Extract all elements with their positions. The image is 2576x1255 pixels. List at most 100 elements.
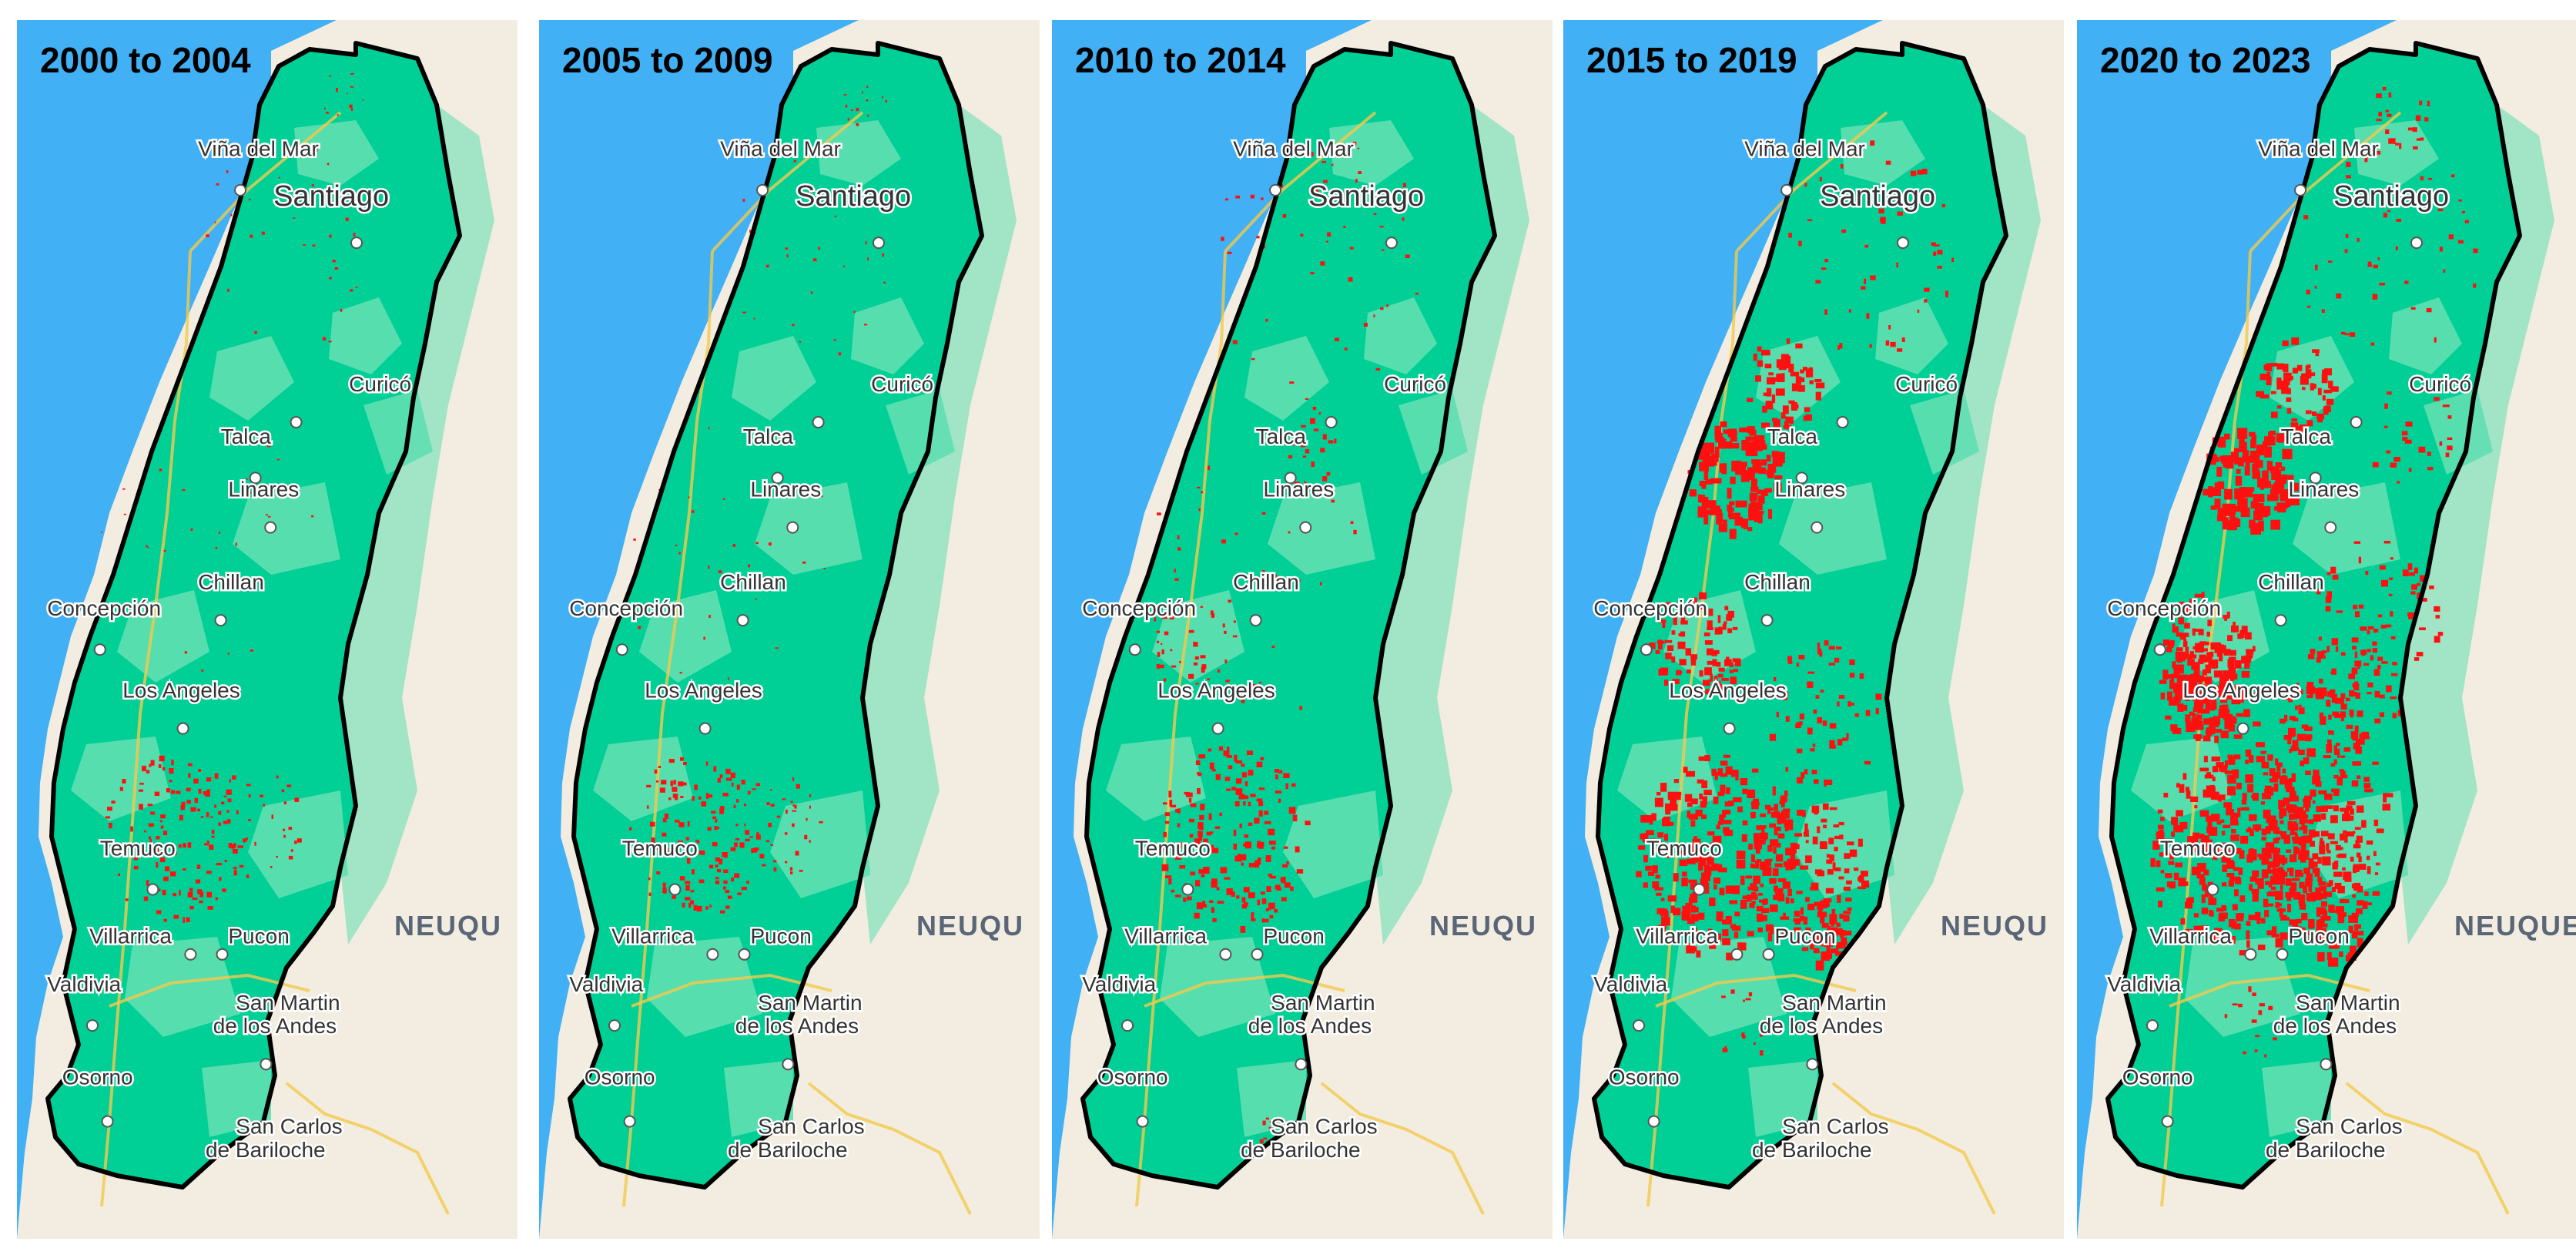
- burned-area: [736, 784, 740, 790]
- burned-area: [746, 881, 749, 884]
- burned-area: [1824, 783, 1827, 787]
- burned-area: [711, 810, 716, 814]
- light-forest-patch: [2262, 1060, 2331, 1137]
- burned-area: [2237, 496, 2246, 507]
- city-marker: [738, 948, 751, 961]
- burned-area: [1810, 887, 1816, 891]
- burned-area: [2263, 364, 2272, 371]
- burned-area: [731, 877, 734, 882]
- burned-area: [1174, 569, 1176, 572]
- burned-area: [2209, 894, 2214, 899]
- burned-area: [730, 772, 735, 779]
- burned-area: [2265, 438, 2271, 446]
- burned-area: [1798, 655, 1805, 659]
- burned-area: [1758, 914, 1763, 922]
- burned-area: [1836, 646, 1842, 649]
- city-label: San Martin: [236, 991, 340, 1015]
- burned-area: [1687, 845, 1695, 854]
- burned-area: [150, 760, 155, 766]
- burned-area: [2363, 777, 2370, 782]
- burned-area: [2352, 733, 2357, 741]
- burned-area: [219, 877, 222, 881]
- burned-area: [1334, 438, 1337, 444]
- burned-area: [2160, 693, 2166, 700]
- burned-area: [1878, 208, 1884, 213]
- burned-area: [1834, 867, 1841, 871]
- burned-area: [715, 864, 719, 867]
- burned-area: [725, 768, 731, 774]
- burned-area: [2158, 824, 2164, 830]
- burned-area: [2407, 612, 2414, 617]
- burned-area: [1675, 792, 1681, 800]
- burned-area: [2318, 881, 2326, 886]
- burned-area: [303, 192, 306, 195]
- burned-area: [1248, 801, 1251, 807]
- burned-area: [1686, 669, 1691, 673]
- burned-area: [2231, 625, 2239, 633]
- burned-area: [1769, 733, 1777, 741]
- burned-area: [276, 775, 279, 779]
- burned-area: [1924, 299, 1928, 303]
- burned-area: [2237, 807, 2241, 817]
- city-label: Los Angeles: [645, 678, 762, 702]
- burned-area: [2282, 341, 2289, 347]
- burned-area: [2249, 831, 2254, 837]
- burned-area: [1170, 804, 1177, 807]
- burned-area: [2330, 386, 2339, 392]
- burned-area: [2238, 1003, 2243, 1008]
- burned-area: [2348, 673, 2356, 680]
- burned-area: [2165, 715, 2172, 720]
- burned-area: [2312, 349, 2320, 353]
- burned-area: [659, 787, 665, 793]
- burned-area: [1783, 692, 1789, 696]
- burned-area: [1785, 416, 1790, 424]
- burned-area: [2417, 582, 2420, 586]
- burned-area: [2429, 586, 2434, 589]
- burned-area: [2218, 653, 2223, 662]
- burned-area: [1785, 716, 1790, 722]
- burned-area: [1169, 615, 1174, 620]
- burned-area: [1750, 854, 1755, 863]
- burned-area: [2186, 898, 2192, 905]
- light-forest-patch: [2185, 937, 2300, 1037]
- burned-area: [1754, 511, 1762, 522]
- burned-area: [1220, 867, 1228, 874]
- burned-area: [160, 825, 164, 829]
- city-marker: [264, 521, 277, 534]
- burned-area: [337, 114, 339, 116]
- burned-area: [2435, 615, 2440, 619]
- burned-area: [1785, 863, 1793, 871]
- burned-area: [1259, 841, 1265, 847]
- burned-area: [2216, 821, 2222, 825]
- burned-area: [1760, 884, 1764, 888]
- burned-area: [154, 791, 160, 797]
- burned-area: [689, 843, 692, 848]
- burned-area: [186, 917, 190, 922]
- burned-area: [1161, 649, 1164, 655]
- light-forest-patch: [233, 482, 340, 575]
- burned-area: [2372, 891, 2380, 896]
- burned-area: [1381, 249, 1385, 251]
- burned-area: [2419, 100, 2423, 106]
- burned-area: [1210, 610, 1214, 615]
- burned-area: [1815, 695, 1820, 699]
- burned-area: [2214, 735, 2219, 743]
- burned-area: [2199, 877, 2206, 885]
- burned-area: [2163, 793, 2169, 798]
- burned-area: [1851, 703, 1854, 706]
- burned-area: [2386, 450, 2391, 454]
- burned-area: [1803, 831, 1807, 837]
- city-marker: [2410, 237, 2423, 250]
- burned-area: [1837, 894, 1841, 903]
- burned-area: [719, 774, 723, 778]
- burned-area: [1774, 888, 1784, 894]
- burned-area: [150, 811, 155, 815]
- burned-area: [1662, 622, 1666, 628]
- burned-area: [2217, 688, 2222, 694]
- burned-area: [1288, 531, 1291, 534]
- burned-area: [692, 869, 695, 874]
- burned-area: [2280, 718, 2286, 724]
- burned-area: [2333, 745, 2337, 750]
- burned-area: [698, 879, 705, 884]
- burned-area: [819, 820, 823, 824]
